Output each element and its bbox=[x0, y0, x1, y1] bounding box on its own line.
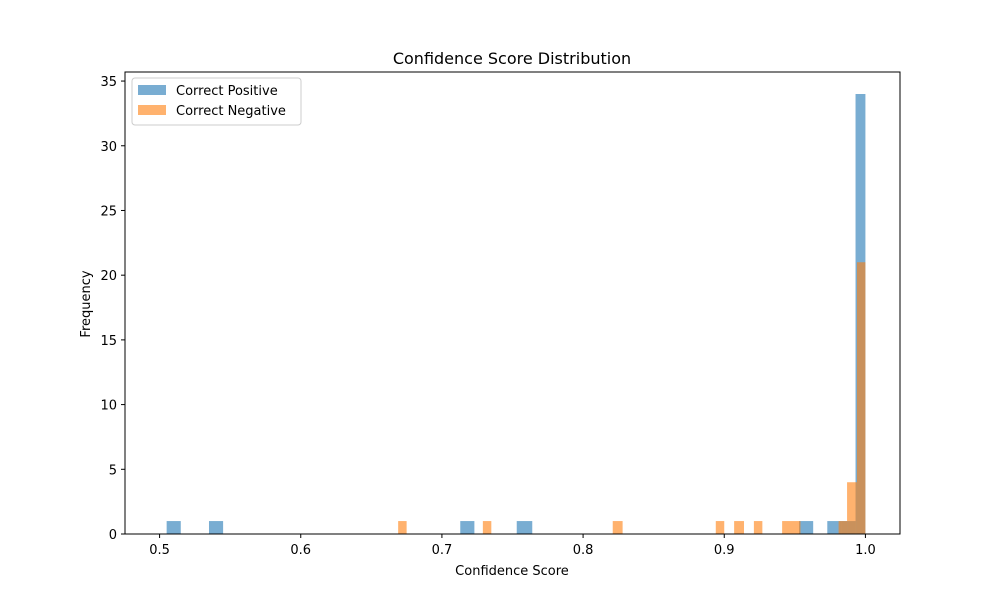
histogram-bar-correct-negative bbox=[847, 482, 857, 534]
legend-swatch bbox=[138, 85, 166, 95]
chart-title: Confidence Score Distribution bbox=[393, 49, 631, 68]
axes-layer: 0.5 0.6 0.7 0.8 0.9 1.0 0 5 10 15 20 25 30 35 bbox=[100, 71, 901, 558]
histogram-bar-correct-negative bbox=[715, 521, 725, 534]
y-tick-label: 20 bbox=[100, 269, 117, 284]
x-tick-label: 0.7 bbox=[432, 543, 453, 558]
y-tick-label: 0 bbox=[109, 528, 117, 543]
x-tick-label: 1.0 bbox=[855, 543, 876, 558]
y-tick-label: 5 bbox=[109, 463, 117, 478]
histogram-bar-correct-positive bbox=[460, 521, 475, 534]
y-tick-label: 35 bbox=[100, 75, 117, 90]
legend: Correct Positive Correct Negative bbox=[131, 77, 302, 126]
y-tick-label: 10 bbox=[100, 399, 117, 414]
histogram-bar-correct-positive bbox=[799, 521, 814, 534]
histogram-bar-correct-negative bbox=[482, 521, 492, 534]
legend-box bbox=[131, 77, 302, 126]
y-tick-label: 25 bbox=[100, 204, 117, 219]
plot-frame bbox=[124, 71, 901, 535]
bars-layer bbox=[166, 94, 866, 534]
y-axis-label: Frequency bbox=[79, 270, 94, 337]
histogram-bar-correct-negative bbox=[612, 521, 623, 534]
histogram-bar-correct-positive bbox=[166, 521, 181, 534]
histogram-bar-correct-positive bbox=[516, 521, 533, 534]
histogram-bar-correct-negative bbox=[782, 521, 801, 534]
legend-label: Correct Negative bbox=[176, 104, 286, 119]
histogram-bar-correct-negative bbox=[753, 521, 763, 534]
histogram-bar-correct-negative bbox=[838, 521, 848, 534]
x-tick-label: 0.5 bbox=[149, 543, 170, 558]
histogram-bar-correct-negative bbox=[856, 262, 866, 534]
histogram-bar-correct-positive bbox=[208, 521, 224, 534]
histogram-bar-correct-negative bbox=[734, 521, 745, 534]
legend-swatch bbox=[138, 105, 166, 115]
x-tick-label: 0.9 bbox=[714, 543, 735, 558]
y-tick-label: 30 bbox=[100, 140, 117, 155]
x-axis-label: Confidence Score bbox=[455, 564, 569, 579]
y-tick-label: 15 bbox=[100, 334, 117, 349]
histogram-bar-correct-positive bbox=[827, 521, 842, 534]
histogram-bar-correct-negative bbox=[398, 521, 407, 534]
legend-label: Correct Positive bbox=[176, 84, 278, 99]
x-tick-label: 0.8 bbox=[573, 543, 594, 558]
x-tick-label: 0.6 bbox=[290, 543, 311, 558]
